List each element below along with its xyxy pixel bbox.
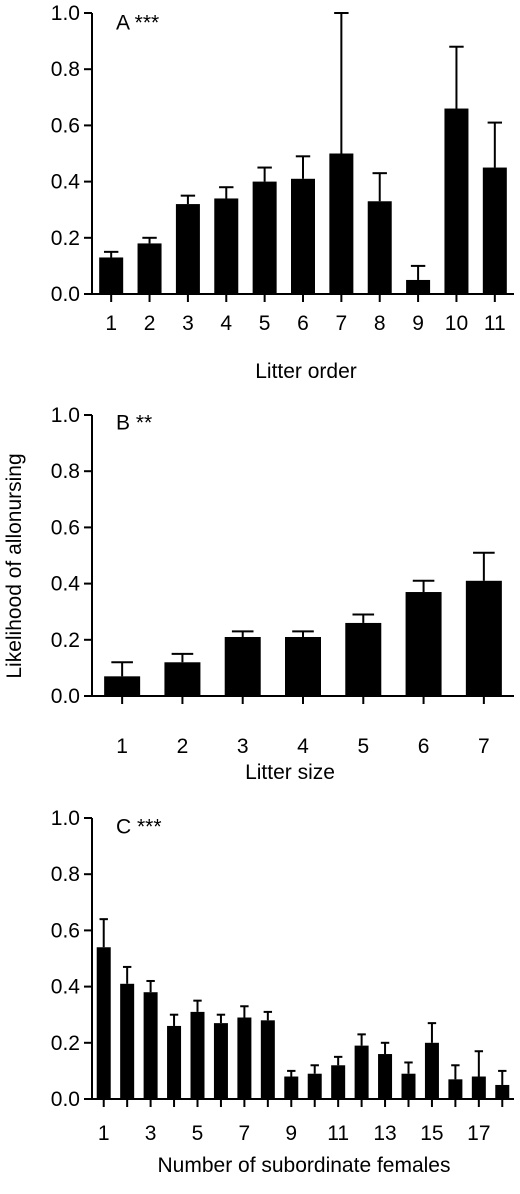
bar: [164, 662, 201, 696]
x-tick-label: 7: [239, 1122, 251, 1145]
chart-panel-1: 0.0 0.2 0.4 0.6 0.8 1.0 1 2 3 4 5 6 7 8 9 10 11 A *** Litt…: [51, 2, 514, 383]
bar: [143, 992, 158, 1099]
y-tick-label: 0.0: [51, 1088, 80, 1111]
y-tick-label: 0.0: [51, 283, 80, 306]
x-tick-label: 2: [144, 312, 156, 335]
x-tick-label: 1: [116, 735, 128, 758]
x-tick-label: 10: [445, 312, 468, 335]
bar: [237, 1017, 252, 1099]
x-tick-label: 6: [297, 312, 309, 335]
bar: [424, 1042, 439, 1099]
bar: [104, 676, 141, 696]
bar: [137, 243, 162, 294]
y-tick-label: 0.0: [51, 685, 80, 708]
y-tick-label: 0.6: [51, 516, 80, 539]
panels: 0.00.20.40.60.81.01 2 3 4 5 6 7 8 9 10 11A ***Litt…: [51, 2, 514, 1177]
bar: [471, 1076, 486, 1099]
x-tick-label: 3: [182, 312, 194, 335]
x-tick-label: 9: [285, 1122, 297, 1145]
bar: [291, 178, 315, 294]
bar: [329, 153, 354, 294]
y-tick-label: 0.4: [51, 171, 81, 194]
bar: [284, 1076, 299, 1099]
y-tick-label: 0.8: [51, 58, 80, 81]
bar: [495, 1084, 510, 1099]
x-tick-label: 11: [327, 1122, 349, 1145]
bar: [167, 1025, 182, 1099]
bar: [190, 1011, 205, 1099]
y-tick-label: 1.0: [51, 404, 80, 427]
x-tick-label: 4: [220, 312, 232, 335]
y-tick-label: 0.8: [51, 863, 80, 886]
x-tick-label: 7: [478, 735, 490, 758]
x-tick-label: 5: [357, 735, 369, 758]
chart-panel-3: 0.00.20.40.60.81.01 3 5 7 9 11 13 15 17C ***Numb…: [51, 807, 514, 1177]
bar: [96, 947, 111, 1099]
bar: [99, 257, 124, 294]
bar: [378, 1054, 393, 1099]
y-tick-label: 0.2: [51, 227, 80, 250]
x-tick-label: 6: [418, 735, 430, 758]
bar: [213, 1023, 228, 1099]
x-tick-label: 4: [297, 735, 309, 758]
bar: [448, 1079, 463, 1099]
bar: [345, 622, 382, 696]
bar: [444, 108, 469, 294]
x-tick-label: 1: [98, 1122, 110, 1145]
x-tick-label: 3: [237, 735, 249, 758]
bar: [224, 636, 261, 696]
y-tick-label: 0.2: [51, 1032, 80, 1055]
y-tick-label: 0.4: [51, 976, 81, 999]
x-tick-label: 11: [484, 312, 506, 335]
x-tick-label: 17: [467, 1122, 490, 1145]
x-tick-label: 5: [192, 1122, 204, 1145]
y-tick-label: 0.6: [51, 114, 80, 137]
panel-label: A ***: [116, 12, 159, 35]
bar: [260, 1020, 275, 1099]
bar: [120, 983, 135, 1099]
bar: [285, 636, 321, 696]
bar: [401, 1073, 416, 1099]
bar: [405, 592, 442, 696]
x-axis-title: Litter size: [245, 761, 335, 784]
x-tick-label: 3: [145, 1122, 157, 1145]
x-axis-title: Number of subordinate females: [158, 1154, 451, 1177]
x-tick-label: 13: [373, 1122, 396, 1145]
panel-label: C ***: [116, 816, 162, 839]
x-tick-label: 9: [412, 312, 424, 335]
y-axis-title: Likelihood of allonursing: [3, 453, 26, 678]
x-axis-title: Litter order: [255, 360, 357, 383]
y-tick-label: 0.4: [51, 573, 81, 596]
x-tick-label: 5: [259, 312, 271, 335]
x-tick-label: 7: [336, 312, 348, 335]
y-tick-label: 1.0: [51, 807, 80, 830]
bar: [406, 279, 431, 294]
bar: [354, 1045, 369, 1099]
chart-panel-2: 0.0 0.2 0.4 0.6 0.8 1.0 1 2 3 4 5 6 7 B ** Litter size: [51, 404, 514, 784]
bar: [482, 167, 507, 294]
bar: [465, 580, 502, 696]
bar: [367, 201, 392, 294]
x-tick-label: 1: [105, 312, 117, 335]
x-tick-label: 8: [374, 312, 386, 335]
x-tick-label: 15: [420, 1122, 443, 1145]
bar: [214, 198, 239, 294]
y-tick-label: 0.8: [51, 460, 80, 483]
y-tick-label: 0.2: [51, 629, 80, 652]
y-tick-label: 0.6: [51, 919, 80, 942]
bar: [307, 1073, 322, 1099]
y-tick-label: 1.0: [51, 2, 80, 25]
panel-label: B **: [116, 412, 152, 435]
x-tick-label: 2: [177, 735, 189, 758]
bar: [175, 204, 200, 294]
bar: [252, 181, 277, 294]
bar: [331, 1065, 346, 1099]
